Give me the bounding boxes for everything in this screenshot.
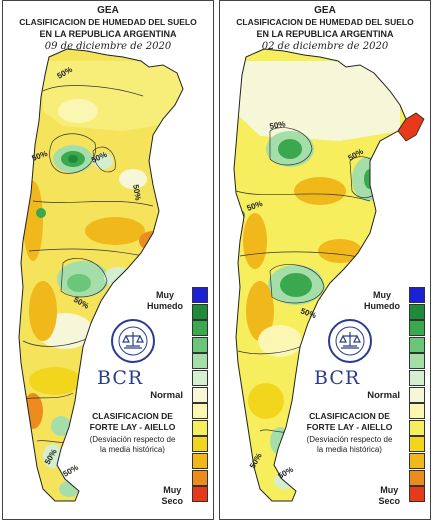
map-panel-dec-02: 50% 50% 50% 50% 50% 50% GEA CLASIFICACIO…: [219, 0, 431, 520]
legend-swatch: [192, 287, 208, 303]
legend-swatch: [409, 353, 425, 370]
legend-color-scale: [409, 287, 425, 503]
legend-swatch: [192, 303, 208, 320]
legend-swatch: [409, 320, 425, 337]
contour-label: 50%: [277, 465, 295, 481]
legend-swatch: [192, 353, 208, 370]
contour-label: 50%: [62, 463, 80, 479]
legend-swatch: [192, 320, 208, 337]
legend-swatch: [409, 336, 425, 353]
argentina-soil-moisture-map: 50% 50% 50% 50% 50% 50%: [233, 48, 425, 502]
map-date: 09 de diciembre de 2020: [44, 41, 172, 52]
legend-swatch: [409, 452, 425, 469]
contour-label: 50%: [269, 119, 286, 131]
map-title-line2: EN LA REPUBLICA ARGENTINA: [256, 29, 394, 39]
map-title-line2: EN LA REPUBLICA ARGENTINA: [39, 29, 177, 39]
map-panel-dec-09: 50% 50% 50% 50% 50% 50% 50% GEA CLASIFIC…: [2, 0, 214, 520]
legend-swatch: [409, 419, 425, 436]
map-title-line1: CLASIFICACION DE HUMEDAD DEL SUELO: [19, 17, 197, 27]
method-note: CLASIFICACION DE FORTE LAY - AIELLO (Des…: [306, 411, 393, 454]
legend-swatch: [409, 369, 425, 386]
legend-swatch: [409, 386, 425, 403]
bcr-logo-text: BCR: [314, 367, 361, 389]
legend-swatch: [192, 386, 208, 403]
legend-dry-label: Muy Seco: [378, 485, 400, 506]
contour-label: 50%: [131, 184, 143, 201]
legend-wet-label: Muy Humedo: [147, 290, 183, 311]
legend-swatch: [409, 403, 425, 420]
legend-dry-label: Muy Seco: [161, 485, 183, 506]
legend-swatch: [192, 403, 208, 420]
legend-swatch: [192, 419, 208, 436]
legend-swatch: [192, 486, 208, 503]
bcr-seal-logo: [328, 319, 372, 363]
legend-swatch: [409, 436, 425, 453]
bcr-seal-logo: [111, 319, 155, 363]
legend-swatch: [192, 436, 208, 453]
legend-normal-label: Normal: [367, 390, 400, 401]
legend-wet-label: Muy Humedo: [364, 290, 400, 311]
legend-normal-label: Normal: [150, 390, 183, 401]
argentina-soil-moisture-map: 50% 50% 50% 50% 50% 50% 50%: [18, 48, 184, 502]
legend-swatch: [409, 287, 425, 303]
map-title-line1: CLASIFICACION DE HUMEDAD DEL SUELO: [236, 17, 414, 27]
org-label: GEA: [97, 5, 119, 16]
legend-swatch: [192, 336, 208, 353]
legend-swatch: [409, 486, 425, 503]
map-date: 02 de diciembre de 2020: [261, 41, 389, 52]
legend-swatch: [409, 303, 425, 320]
legend-swatch: [192, 452, 208, 469]
misiones-dry-patch: [397, 112, 425, 142]
method-note: CLASIFICACION DE FORTE LAY - AIELLO (Des…: [89, 411, 176, 454]
legend-swatch: [192, 469, 208, 486]
legend-swatch: [192, 369, 208, 386]
org-label: GEA: [314, 5, 336, 16]
bcr-logo-text: BCR: [97, 367, 144, 389]
legend-swatch: [409, 469, 425, 486]
legend-color-scale: [192, 287, 208, 503]
